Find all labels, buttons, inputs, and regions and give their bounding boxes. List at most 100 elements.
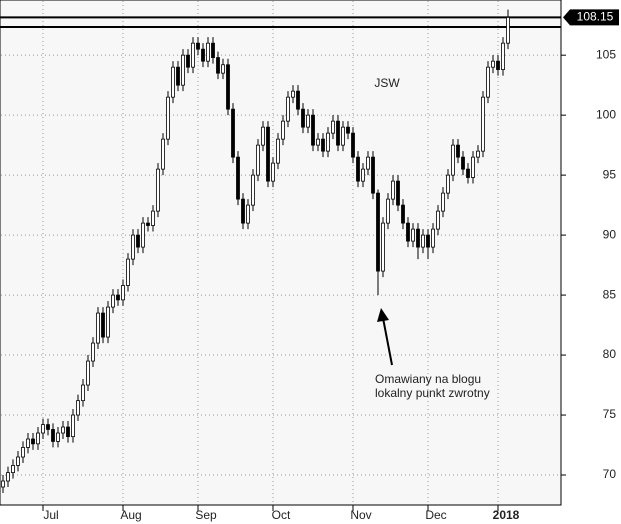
candle-body <box>271 162 275 182</box>
candle-body <box>156 168 160 212</box>
candle-body <box>46 424 50 430</box>
candle-body <box>1 480 5 488</box>
candle-body <box>111 294 115 308</box>
candle-body <box>136 234 140 248</box>
candle-body <box>6 472 10 482</box>
candle-body <box>161 138 165 170</box>
candle-body <box>86 360 90 386</box>
chart-title: JSW <box>374 76 400 90</box>
y-tick-label: 85 <box>603 287 617 301</box>
candle-body <box>216 57 220 74</box>
y-tick-label: 70 <box>603 467 617 481</box>
y-tick-label: 80 <box>603 347 617 361</box>
candle-body <box>336 120 340 146</box>
candle-body <box>21 447 25 458</box>
candle-body <box>166 96 170 140</box>
candle-body <box>506 16 510 44</box>
candle-body <box>391 180 395 200</box>
candle-body <box>131 234 135 260</box>
candle-body <box>141 222 145 248</box>
candle-body <box>371 156 375 194</box>
x-tick-label: Dec <box>425 508 446 522</box>
x-tick-label: Nov <box>350 508 371 522</box>
candle-body <box>501 42 505 70</box>
candle-body <box>496 60 500 70</box>
candle-body <box>236 156 240 200</box>
candle-body <box>256 144 260 176</box>
arrow-head <box>377 308 389 322</box>
candle-body <box>456 144 460 158</box>
candle-body <box>171 66 175 98</box>
candle-body <box>231 108 235 158</box>
arrow <box>382 317 393 366</box>
candle-body <box>401 204 405 224</box>
candle-body <box>341 126 345 146</box>
candle-body <box>431 228 435 248</box>
y-tick-label: 75 <box>603 407 617 421</box>
candle-body <box>461 156 465 170</box>
candle-body <box>486 66 490 98</box>
candle-body <box>311 114 315 146</box>
candle-body <box>481 96 485 152</box>
candle-body <box>76 400 80 416</box>
candle-body <box>296 90 300 110</box>
candle-body <box>81 384 85 402</box>
candle-body <box>266 126 270 182</box>
candle-body <box>201 48 205 62</box>
candle-body <box>411 228 415 242</box>
candle-body <box>116 294 120 301</box>
candle-body <box>51 429 55 442</box>
candle-body <box>436 210 440 230</box>
candle-body <box>146 222 150 226</box>
candle-body <box>291 90 295 98</box>
candle-body <box>191 42 195 68</box>
candle-body <box>26 438 30 448</box>
candle-body <box>316 138 320 146</box>
candle-body <box>326 132 330 152</box>
candle-body <box>491 60 495 68</box>
candle-body <box>386 198 390 224</box>
candle-body <box>331 120 335 134</box>
candle-body <box>376 192 380 272</box>
candle-body <box>101 312 105 338</box>
candle-body <box>276 138 280 164</box>
candle-body <box>106 306 110 338</box>
x-tick-label: 2018 <box>493 508 520 522</box>
plot-area <box>0 0 562 506</box>
candle-body <box>226 64 230 110</box>
x-tick-label: Aug <box>120 508 141 522</box>
candle-body <box>61 426 65 434</box>
candle-body <box>476 150 480 158</box>
y-tick-label: 100 <box>596 107 616 121</box>
y-tick-label: 105 <box>596 47 616 61</box>
candle-body <box>381 222 385 272</box>
candle-body <box>241 198 245 224</box>
candle-body <box>56 432 60 442</box>
candle-body <box>416 228 420 248</box>
candle-body <box>126 258 130 286</box>
candle-body <box>221 64 225 74</box>
x-tick-label: Sep <box>195 508 217 522</box>
candle-body <box>41 424 45 434</box>
candle-body <box>451 144 455 176</box>
candle-body <box>36 432 40 445</box>
candle-body <box>426 234 430 248</box>
candle-body <box>281 120 285 140</box>
price-label: 108.15 <box>577 10 614 24</box>
candle-body <box>246 204 250 224</box>
candle-body <box>176 66 180 86</box>
candle-body <box>321 138 325 152</box>
candle-body <box>286 96 290 122</box>
candle-body <box>11 465 15 474</box>
candle-body <box>66 426 70 438</box>
price-tag <box>563 9 619 26</box>
candle-body <box>71 414 75 438</box>
candle-body <box>251 174 255 206</box>
candle-body <box>466 168 470 178</box>
candle-body <box>181 54 185 86</box>
y-tick-label: 90 <box>603 227 617 241</box>
candle-body <box>151 210 155 226</box>
candle-body <box>351 132 355 158</box>
candle-body <box>16 456 20 466</box>
